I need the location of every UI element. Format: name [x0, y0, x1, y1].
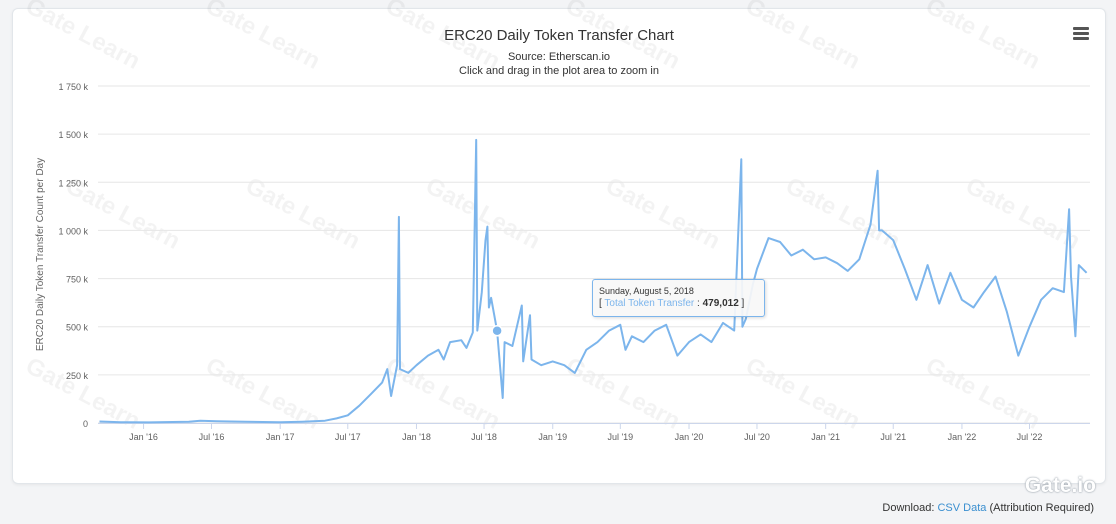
x-tick-label: Jul '19 [607, 432, 633, 442]
tooltip-series-name: Total Token Transfer [604, 298, 695, 309]
y-tick-label: 1 000 k [58, 226, 88, 236]
tooltip-date: Sunday, August 5, 2018 [599, 286, 694, 296]
x-tick-label: Jul '17 [335, 432, 361, 442]
download-label: Download: [882, 502, 935, 514]
zoom-hint: Click and drag in the plot area to zoom … [459, 65, 659, 77]
x-tick-label: Jan '16 [129, 432, 158, 442]
chart-subtitle: Source: Etherscan.io Click and drag in t… [13, 50, 1105, 78]
chart-tooltip: Sunday, August 5, 2018 [ Total Token Tra… [592, 279, 765, 317]
download-footer: Download: CSV Data (Attribution Required… [882, 502, 1094, 514]
gate-logo: Gate.io [1024, 474, 1096, 497]
y-axis-title: ERC20 Daily Token Transfer Count per Day [35, 158, 46, 351]
x-tick-label: Jan '21 [811, 432, 840, 442]
tooltip-open-bracket: [ [599, 298, 602, 309]
chart-card: ERC20 Daily Token Transfer Chart Source:… [12, 8, 1106, 484]
tooltip-value: 479,012 [702, 298, 739, 309]
chart-source: Source: Etherscan.io [507, 51, 611, 63]
x-tick-label: Jan '18 [402, 432, 431, 442]
y-tick-label: 1 250 k [58, 178, 88, 188]
y-tick-label: 750 k [66, 275, 89, 285]
x-tick-label: Jan '19 [538, 432, 567, 442]
tooltip-close-bracket: ] [741, 298, 745, 309]
y-tick-label: 1 750 k [58, 82, 88, 92]
x-tick-label: Jul '18 [471, 432, 497, 442]
y-tick-label: 1 500 k [58, 130, 88, 140]
chart-title: ERC20 Daily Token Transfer Chart [444, 27, 674, 44]
x-tick-label: Jan '17 [266, 432, 295, 442]
y-tick-label: 500 k [66, 323, 89, 333]
x-tick-label: Jul '20 [744, 432, 770, 442]
highlighted-point [491, 325, 503, 337]
x-tick-label: Jul '16 [199, 432, 225, 442]
series-line-total-token-transfer [99, 138, 1088, 424]
tooltip-separator: : [697, 298, 700, 309]
attribution-note: (Attribution Required) [989, 502, 1094, 514]
csv-data-link[interactable]: CSV Data [937, 502, 987, 514]
x-tick-label: Jul '21 [880, 432, 906, 442]
x-tick-label: Jan '20 [675, 432, 704, 442]
hamburger-menu-icon[interactable] [1073, 27, 1089, 41]
x-tick-label: Jan '22 [948, 432, 977, 442]
x-tick-label: Jul '22 [1017, 432, 1043, 442]
y-tick-label: 250 k [66, 371, 89, 381]
y-tick-label: 0 [83, 419, 88, 429]
